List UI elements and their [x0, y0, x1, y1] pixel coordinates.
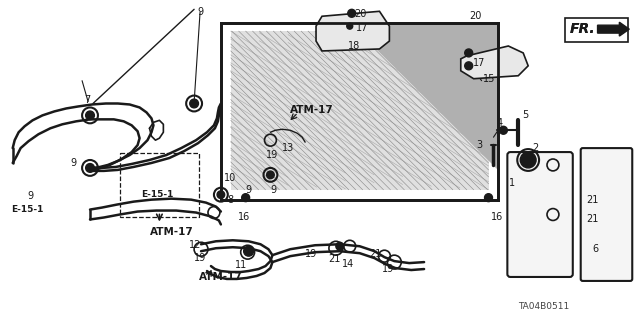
Text: 9: 9: [246, 185, 252, 195]
Text: E-15-1: E-15-1: [141, 190, 174, 199]
Text: 16: 16: [490, 212, 503, 222]
Circle shape: [217, 191, 225, 198]
FancyBboxPatch shape: [580, 148, 632, 281]
Polygon shape: [349, 23, 499, 170]
Circle shape: [189, 99, 198, 108]
Circle shape: [244, 246, 253, 256]
FancyArrow shape: [598, 22, 629, 36]
Circle shape: [499, 126, 508, 134]
Text: 9: 9: [70, 158, 76, 168]
Circle shape: [465, 62, 473, 70]
Text: 8: 8: [228, 195, 234, 205]
Text: 19: 19: [381, 264, 394, 274]
Text: TA04B0511: TA04B0511: [518, 302, 570, 311]
Bar: [231, 31, 488, 190]
Text: 7: 7: [84, 94, 90, 105]
Text: 17: 17: [356, 23, 368, 33]
Text: 6: 6: [593, 244, 599, 254]
FancyArrowPatch shape: [597, 25, 614, 33]
Text: 15: 15: [483, 74, 495, 84]
Circle shape: [520, 152, 536, 168]
Text: FR.: FR.: [570, 22, 595, 36]
Text: 9: 9: [271, 185, 276, 195]
Text: 21: 21: [587, 214, 599, 225]
Text: 12: 12: [189, 240, 202, 250]
Text: 11: 11: [235, 260, 247, 270]
Text: 1: 1: [509, 178, 515, 188]
Text: ATM-17: ATM-17: [150, 227, 193, 237]
Text: 21: 21: [369, 249, 382, 259]
Text: 21: 21: [328, 254, 340, 264]
Circle shape: [336, 242, 344, 250]
Circle shape: [484, 194, 493, 202]
Text: 19: 19: [305, 249, 317, 259]
Text: 13: 13: [282, 143, 294, 153]
Text: ATM-17: ATM-17: [291, 106, 334, 115]
Text: E-15-1: E-15-1: [11, 205, 43, 214]
Bar: [120, 153, 199, 218]
Circle shape: [242, 194, 250, 202]
Text: 5: 5: [522, 110, 529, 120]
Text: 14: 14: [342, 259, 354, 269]
Text: ATM-17: ATM-17: [199, 272, 243, 282]
Polygon shape: [316, 11, 389, 51]
Circle shape: [348, 9, 356, 17]
Text: 21: 21: [587, 195, 599, 205]
Text: 19: 19: [266, 150, 278, 160]
Circle shape: [347, 23, 353, 29]
Circle shape: [86, 164, 94, 172]
Circle shape: [86, 111, 94, 120]
Text: 19: 19: [194, 253, 206, 263]
Text: 2: 2: [532, 143, 538, 153]
Text: 20: 20: [355, 9, 367, 19]
Circle shape: [465, 49, 473, 57]
Text: 3: 3: [477, 140, 483, 150]
Text: FR.: FR.: [570, 22, 595, 36]
Circle shape: [267, 171, 275, 179]
Text: 18: 18: [348, 41, 360, 51]
Text: 9: 9: [28, 191, 34, 201]
FancyBboxPatch shape: [565, 18, 628, 42]
Text: 17: 17: [473, 58, 485, 68]
Polygon shape: [461, 46, 528, 79]
FancyBboxPatch shape: [508, 152, 573, 277]
Text: 20: 20: [470, 11, 482, 21]
Text: 16: 16: [237, 212, 250, 222]
Text: 10: 10: [224, 173, 236, 183]
Text: 4: 4: [497, 118, 502, 128]
Text: 9: 9: [197, 7, 204, 17]
